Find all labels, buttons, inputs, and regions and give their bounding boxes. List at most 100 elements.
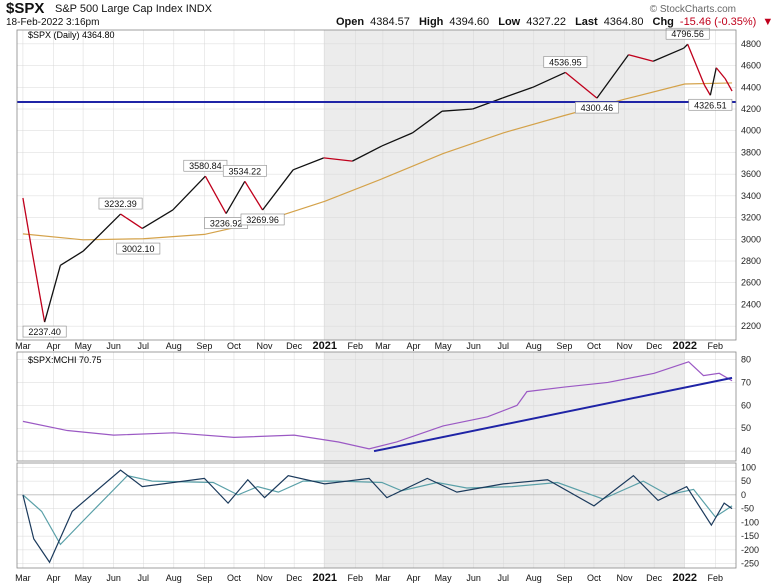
x-tick-label: Mar xyxy=(375,341,391,351)
x-tick-label: Sep xyxy=(556,573,572,583)
low-value: 4327.22 xyxy=(526,16,566,28)
x-tick-label: Dec xyxy=(646,341,663,351)
x-tick-label: Aug xyxy=(166,573,182,583)
price-segment xyxy=(596,54,630,99)
price-label-box xyxy=(543,56,588,68)
price-segment xyxy=(323,157,353,162)
price-segment xyxy=(120,213,143,229)
y-tick-label: -250 xyxy=(741,559,759,569)
price-segment xyxy=(652,47,684,62)
open-label: Open xyxy=(336,16,365,28)
price-label: 3534.22 xyxy=(229,166,262,176)
x-tick-label: May xyxy=(75,341,93,351)
x-tick-label: Oct xyxy=(587,341,602,351)
y-tick-label: 80 xyxy=(741,355,751,365)
y-tick-label: 3400 xyxy=(741,191,761,201)
panel-shade-0 xyxy=(323,30,685,340)
x-tick-label: Jun xyxy=(466,573,481,583)
x-tick-label: Jun xyxy=(106,573,121,583)
y-tick-label: 4600 xyxy=(741,61,761,71)
x-tick-label: Feb xyxy=(708,573,724,583)
price-label: 4796.56 xyxy=(671,29,704,39)
y-tick-label: -200 xyxy=(741,545,759,555)
high-value: 4394.60 xyxy=(449,16,490,28)
price-label: 4300.46 xyxy=(581,103,614,113)
x-tick-label: Dec xyxy=(286,341,303,351)
y-tick-label: 4400 xyxy=(741,82,761,92)
price-segment xyxy=(225,180,246,214)
y-tick-label: 3200 xyxy=(741,213,761,223)
x-tick-label: Aug xyxy=(526,341,542,351)
y-tick-label: 2800 xyxy=(741,256,761,266)
x-tick-label: Apr xyxy=(46,341,60,351)
price-segment xyxy=(352,145,383,162)
x-tick-label: Feb xyxy=(708,341,724,351)
price-segment xyxy=(472,97,503,110)
x-tick-label: Feb xyxy=(348,573,364,583)
y-tick-label: -50 xyxy=(741,504,754,514)
price-label-box xyxy=(98,197,143,210)
x-tick-label: Mar xyxy=(375,573,391,583)
x-tick-label: Dec xyxy=(646,573,663,583)
ratio-line xyxy=(22,361,733,450)
x-tick-label: Aug xyxy=(166,341,182,351)
ohlc-readout: Open 4384.57 High 4394.60 Low 4327.22 Last 4… xyxy=(336,16,779,28)
y-tick-label: 3600 xyxy=(741,169,761,179)
price-segment xyxy=(715,67,726,80)
axes-layer: 2200 2400 2600 2800 3000 3200 3400 3600 3800 4000… xyxy=(15,29,761,584)
x-tick-label: Jul xyxy=(497,341,509,351)
y-tick-label: 40 xyxy=(741,446,751,456)
price-segment xyxy=(262,169,294,211)
chg-label: Chg xyxy=(652,16,674,28)
high-label: High xyxy=(418,16,444,28)
price-segment xyxy=(502,86,534,99)
price-label: 3232.39 xyxy=(104,199,137,209)
x-tick-label: Mar xyxy=(15,341,31,351)
chart-date: 18-Feb-2022 3:16pm xyxy=(6,17,100,28)
price-segment xyxy=(172,175,206,211)
panel-shade-1 xyxy=(323,352,685,461)
price-segment xyxy=(412,110,443,134)
x-tick-label: Jun xyxy=(466,341,481,351)
price-segment xyxy=(381,132,413,147)
price-label: 4326.51 xyxy=(694,100,727,110)
x-tick-label: Oct xyxy=(587,573,602,583)
last-value: 4364.80 xyxy=(603,16,644,28)
brand-label: © StockCharts.com xyxy=(649,4,736,15)
macd-line xyxy=(22,469,733,564)
price-label: 3580.84 xyxy=(189,161,222,171)
panel-frame-1 xyxy=(16,351,737,462)
price-segment xyxy=(22,197,33,251)
chg-value: -15.46 (-0.35%) xyxy=(679,16,757,28)
ma-line xyxy=(22,82,733,241)
price-segment xyxy=(60,250,84,266)
x-tick-label: Jul xyxy=(137,341,149,351)
x-tick-label: Sep xyxy=(196,341,212,351)
x-tick-label: Feb xyxy=(348,341,364,351)
y-tick-label: 2600 xyxy=(741,278,761,288)
price-segment xyxy=(204,175,227,214)
price-segment xyxy=(31,250,46,323)
chart-header: $SPX S&P 500 Large Cap Index INDX 18-Feb… xyxy=(0,0,780,30)
x-tick-label: Apr xyxy=(406,341,420,351)
x-tick-label: 2021 xyxy=(312,572,336,584)
price-segment xyxy=(82,213,122,252)
x-tick-label: May xyxy=(75,573,93,583)
x-tick-label: Jun xyxy=(106,341,121,351)
y-tick-label: -150 xyxy=(741,531,759,541)
panel-frame-0 xyxy=(16,29,737,341)
y-tick-label: 0 xyxy=(741,490,746,500)
price-segment xyxy=(628,54,654,62)
x-tick-label: May xyxy=(435,573,453,583)
x-tick-label: Nov xyxy=(617,341,634,351)
price-label: 3236.92 xyxy=(210,219,243,229)
price-label-box xyxy=(22,325,67,338)
price-segment xyxy=(442,108,473,112)
ratio-trendline xyxy=(373,376,733,453)
price-label: 3002.10 xyxy=(122,244,155,254)
y-tick-label: 70 xyxy=(741,377,751,387)
y-tick-label: 50 xyxy=(741,476,751,486)
y-tick-label: 4800 xyxy=(741,39,761,49)
x-tick-label: 2022 xyxy=(672,572,696,584)
